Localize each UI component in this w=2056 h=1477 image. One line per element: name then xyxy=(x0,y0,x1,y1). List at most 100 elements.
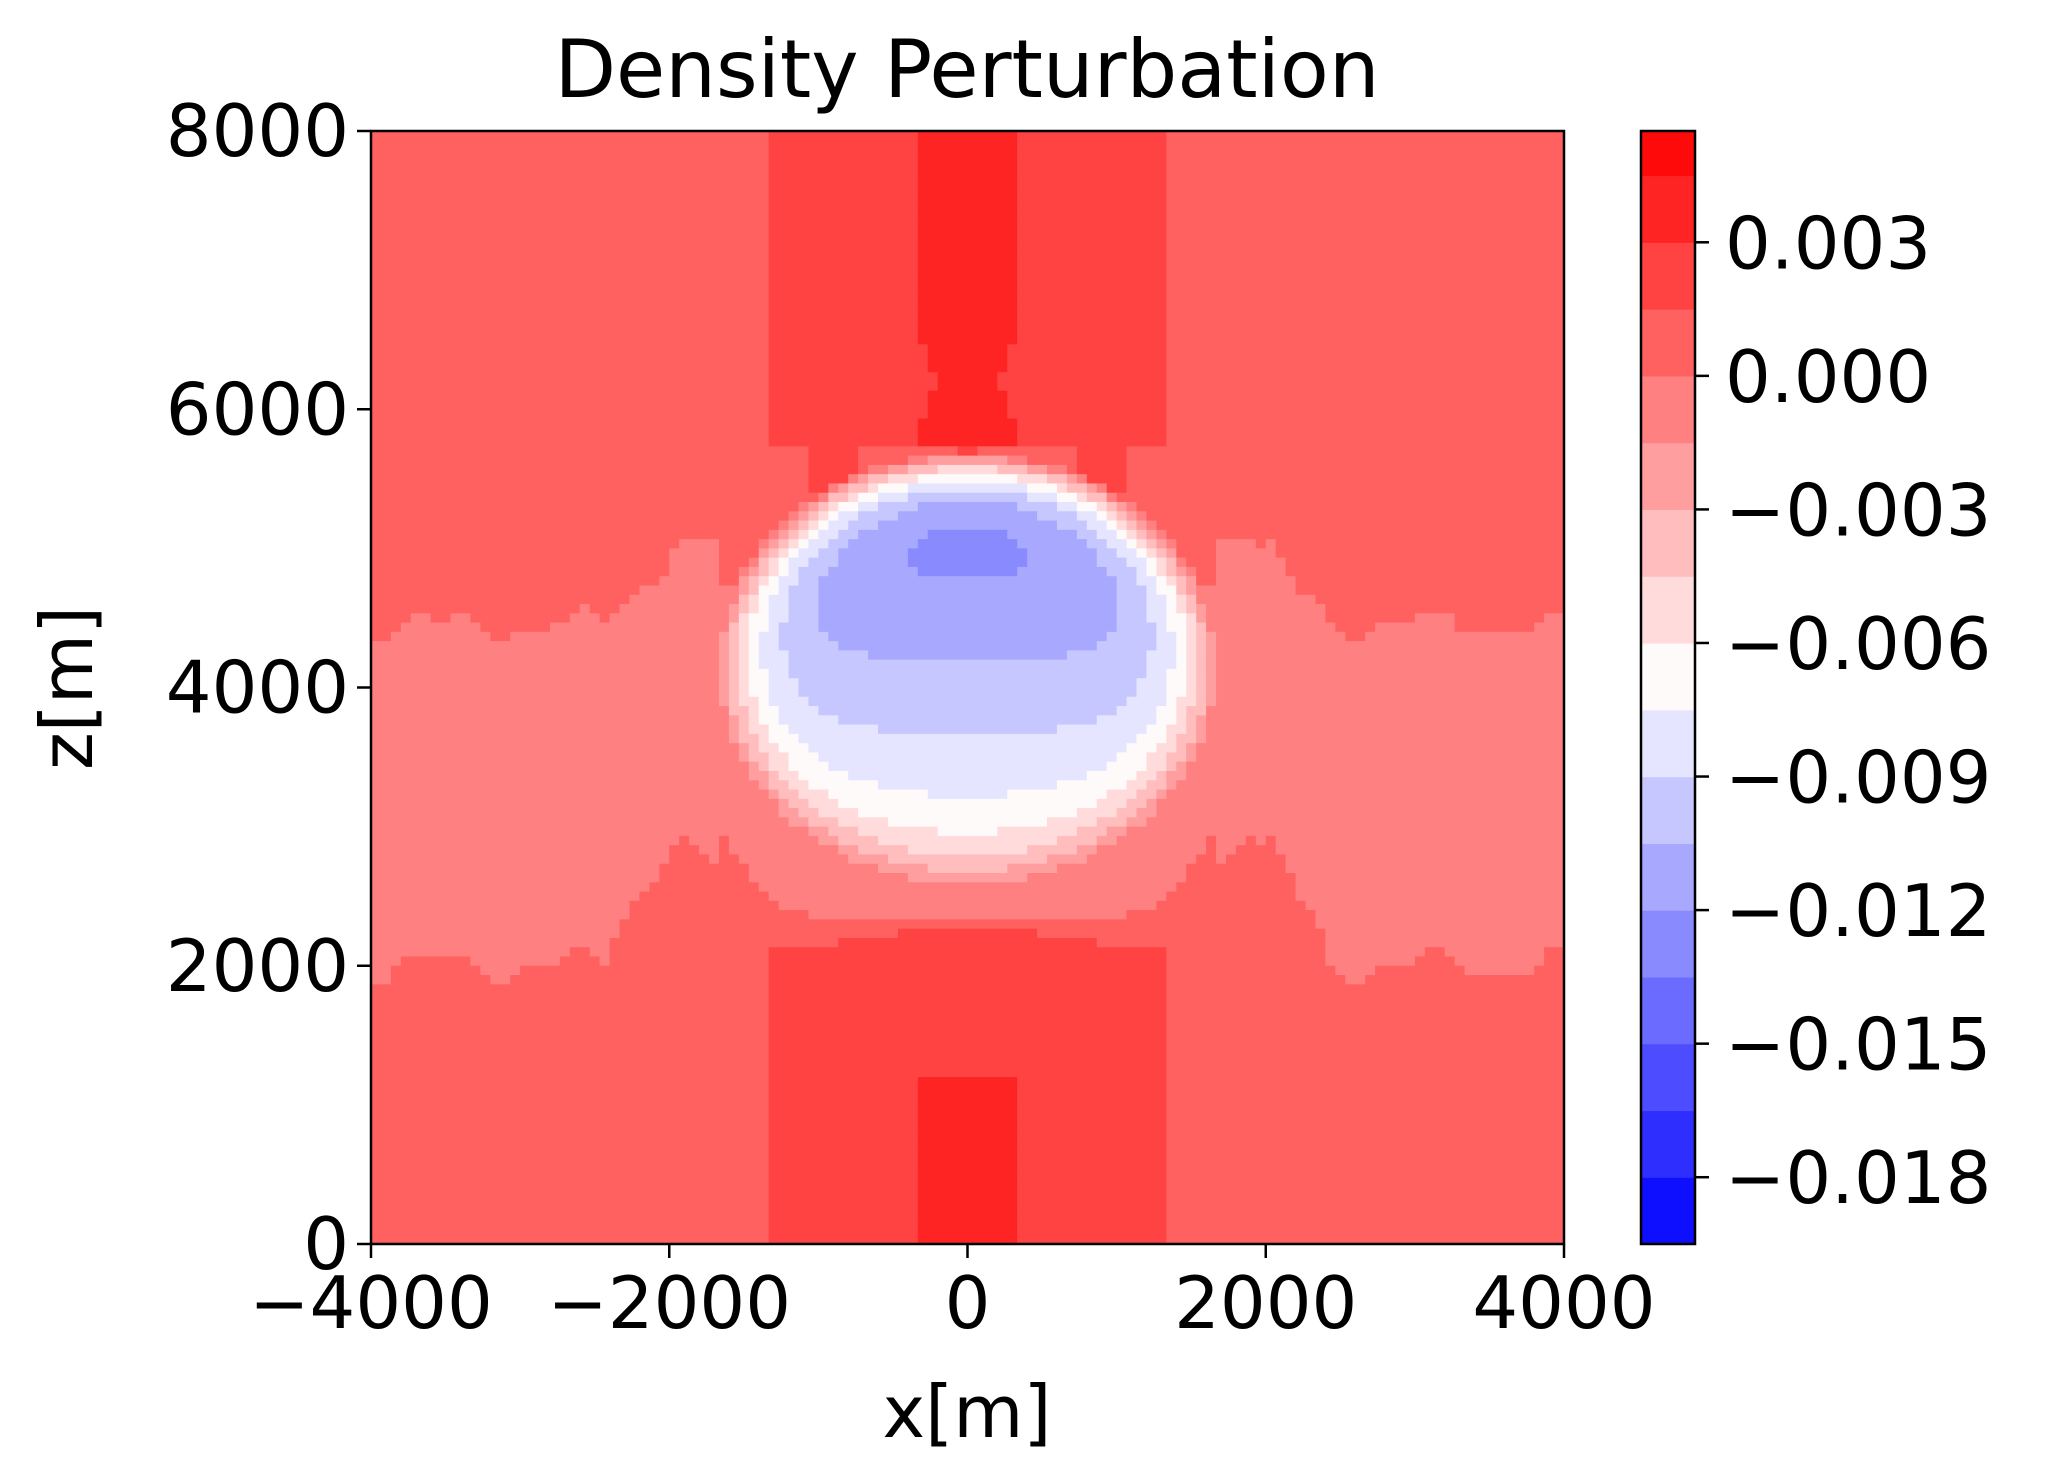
contour-cell xyxy=(371,177,770,188)
contour-cell xyxy=(1166,325,1564,336)
contour-cell xyxy=(1056,492,1078,503)
contour-cell xyxy=(659,576,720,587)
contour-cell xyxy=(659,863,750,874)
contour-cell xyxy=(768,1058,1168,1069)
contour-cell xyxy=(371,780,760,791)
contour-cell xyxy=(1166,733,1178,744)
contour-cell xyxy=(1166,1179,1564,1190)
contour-cell xyxy=(758,557,770,568)
colorbar-band xyxy=(1641,576,1695,644)
contour-cell xyxy=(927,455,1009,466)
contour-cell xyxy=(828,539,849,550)
contour-cell xyxy=(1166,307,1564,318)
contour-cell xyxy=(1186,678,1197,689)
contour-cell xyxy=(788,798,810,809)
contour-cell xyxy=(1295,882,1564,893)
contour-cell xyxy=(917,1216,1019,1227)
contour-cell xyxy=(728,613,740,624)
contour-cell xyxy=(838,641,1098,652)
contour-cell xyxy=(1186,770,1564,782)
contour-cell xyxy=(1017,1160,1168,1171)
contour-cell xyxy=(1096,835,1118,846)
contour-cell xyxy=(1166,344,1564,355)
contour-cell xyxy=(1146,585,1158,596)
contour-cell xyxy=(1216,687,1564,698)
contour-cell xyxy=(480,622,551,633)
contour-cell xyxy=(768,390,929,401)
contour-cell xyxy=(1146,604,1168,615)
contour-cell xyxy=(1176,882,1297,893)
contour-cell xyxy=(669,854,710,865)
contour-cell xyxy=(858,529,929,540)
contour-cell xyxy=(728,678,740,689)
contour-cell xyxy=(798,576,820,587)
contour-cell xyxy=(927,529,1009,540)
x-tick-label: −2000 xyxy=(547,1261,791,1345)
colorbar-ticks: 0.003 0.000 −0.003 −0.006 −0.009 −0.012 −0.015… xyxy=(1695,201,1991,1220)
colorbar-band xyxy=(1641,442,1695,511)
contour-cell xyxy=(1285,566,1564,577)
contour-cell xyxy=(1017,325,1168,336)
y-axis: 0 2000 4000 6000 8000 xyxy=(166,89,371,1286)
contour-cell xyxy=(808,817,840,828)
contour-cell xyxy=(728,845,840,856)
contour-cell xyxy=(371,548,671,559)
contour-cell xyxy=(371,205,770,216)
contour-cell xyxy=(1166,427,1564,438)
contour-cell xyxy=(609,613,730,624)
contour-cell xyxy=(1126,817,1148,828)
contour-cell xyxy=(371,743,740,754)
contour-cell xyxy=(1176,761,1188,772)
contour-cell xyxy=(858,464,869,475)
contour-cell xyxy=(1166,789,1564,800)
contour-cell xyxy=(728,733,740,744)
contour-cell xyxy=(1126,502,1138,513)
contour-cell xyxy=(788,780,810,791)
contour-cell xyxy=(1076,464,1128,475)
contour-cell xyxy=(1166,297,1564,309)
contour-cell xyxy=(1017,1077,1168,1088)
contour-cell xyxy=(371,956,402,967)
contour-cell xyxy=(371,585,641,596)
contour-cell xyxy=(768,251,919,262)
contour-cell xyxy=(917,1151,1019,1162)
contour-cell xyxy=(808,511,820,522)
contour-cell xyxy=(1285,854,1564,865)
contour-cell xyxy=(768,1095,919,1106)
contour-cell xyxy=(1106,761,1148,772)
contour-cell xyxy=(768,984,1168,995)
contour-cell xyxy=(798,539,810,550)
contour-cell xyxy=(629,594,740,605)
contour-cell xyxy=(371,140,770,151)
contour-cell xyxy=(1176,566,1188,577)
contour-cell xyxy=(639,891,770,902)
contour-cell xyxy=(371,353,770,364)
contour-cell xyxy=(768,1141,919,1153)
contour-cell xyxy=(569,947,591,958)
contour-cell xyxy=(1017,1141,1168,1153)
contour-cell xyxy=(818,529,840,540)
contour-cell xyxy=(907,464,939,475)
contour-cell xyxy=(748,743,760,754)
contour-cell xyxy=(768,195,919,207)
contour-cell xyxy=(371,1179,770,1190)
contour-cell xyxy=(927,399,1009,411)
contour-cell xyxy=(778,576,800,587)
contour-cell xyxy=(371,418,770,429)
contour-cell xyxy=(1166,288,1564,299)
contour-cell xyxy=(1206,613,1327,624)
contour-cell xyxy=(1027,845,1078,856)
contour-cell xyxy=(848,539,919,550)
contour-cell xyxy=(1017,214,1168,225)
contour-cell xyxy=(917,1179,1019,1190)
contour-cell xyxy=(768,733,800,744)
contour-cell xyxy=(1166,594,1178,605)
contour-cell xyxy=(1156,641,1178,652)
contour-cell xyxy=(1017,1151,1168,1162)
contour-cell xyxy=(619,928,899,939)
contour-cell xyxy=(1007,455,1028,466)
contour-cell xyxy=(371,381,770,392)
contour-cell xyxy=(1017,539,1088,550)
contour-cell xyxy=(718,650,730,661)
contour-cell xyxy=(1335,622,1376,633)
